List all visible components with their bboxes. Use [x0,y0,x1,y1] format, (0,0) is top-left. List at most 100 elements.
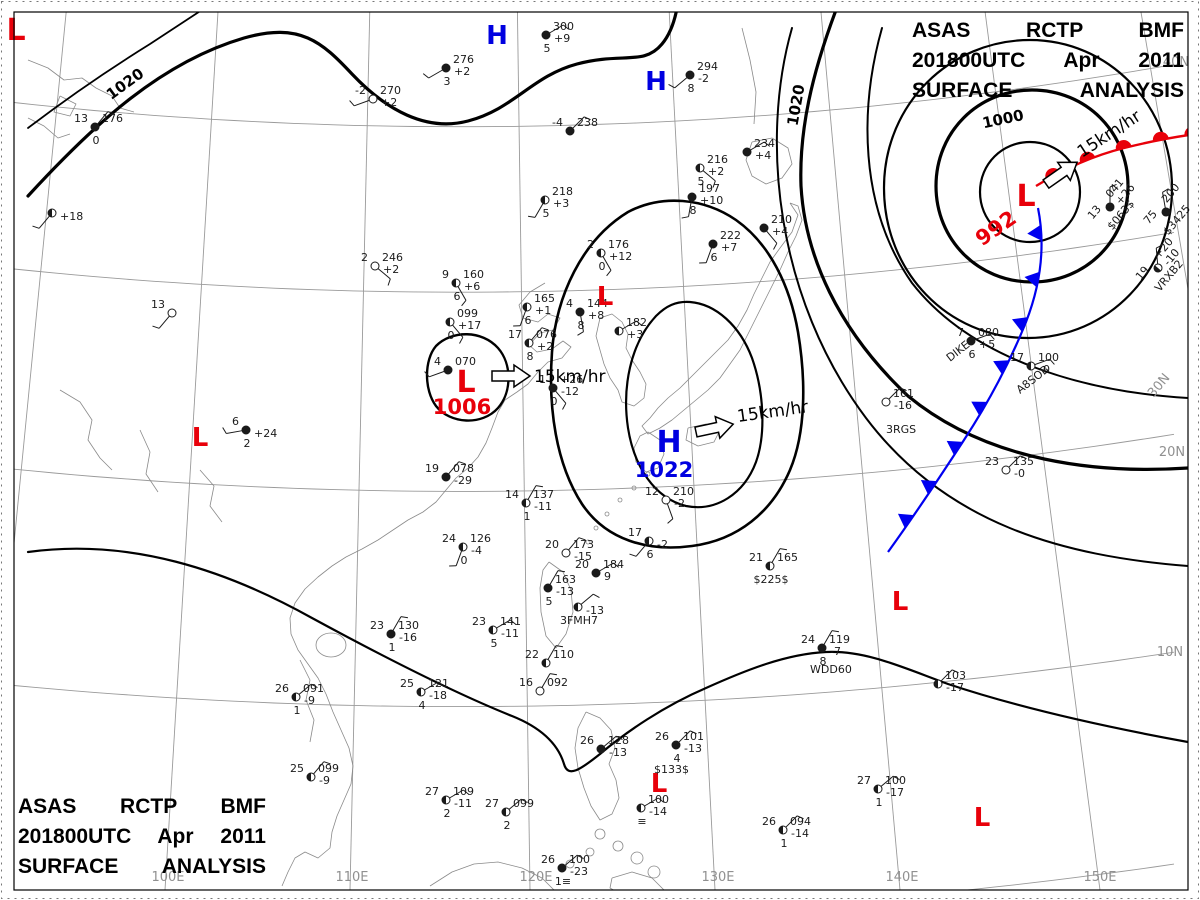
station-plot: 163-135 [543,570,576,608]
wind-barb [555,390,567,404]
wind-barb-tick [438,681,445,687]
station-value: 176 [608,238,629,251]
coastline [574,711,620,821]
station-value: +3 [627,328,643,341]
wind-barb [1034,358,1050,366]
station-value: 165 [534,292,555,305]
meridian-line [668,12,716,890]
station-plot: 222+76 [699,229,741,264]
station-value: 1 [389,641,396,654]
title-line: SURFACE ANALYSIS [18,855,266,878]
wind-barb-tick [951,669,959,674]
station-value: -23 [570,865,588,878]
station-value: 165 [777,551,798,564]
station-value: 200 [1159,181,1182,205]
station-value: 294 [697,60,718,73]
pressure-center-value: 1006 [433,395,491,419]
wind-barb-tick [613,562,620,568]
station-value: 1 [781,837,788,850]
station-circle-icon [671,740,681,750]
station-value: 126 [470,532,491,545]
station-circle-half [1154,265,1162,272]
station-value: 20 [545,538,559,551]
station-circle-icon [759,223,769,233]
island [630,851,644,865]
station-plot: 165+16 [513,292,555,327]
station-value: +8 [588,309,604,322]
station-plot: 294-28 [668,60,718,95]
station-value: -2 [657,538,668,551]
wind-barb [508,798,522,810]
wind-barb-tick [32,225,40,229]
station-circle-icon [561,548,571,558]
longitude-label: 120E [519,870,552,885]
station-value: +26 [560,373,583,386]
wind-barb [298,683,312,695]
station-value: -2 [698,72,709,85]
high-pressure-symbol: H [645,67,667,97]
wind-barb-tick [577,331,584,336]
station-plot: 234+4 [742,137,775,162]
station-value: -0 [1039,363,1050,376]
station-circle-icon [441,63,451,73]
station-value: 080 [978,326,999,339]
station-value: -15 [574,550,592,563]
station-circle-icon [541,30,551,40]
station-value: +10 [700,194,723,207]
wind-barb [158,315,170,329]
station-circle-icon [575,307,585,317]
coastline [641,202,803,435]
wind-barb-tick [311,683,318,688]
wind-barb [674,77,688,89]
station-value: +2 [708,165,724,178]
wind-barb-tick [463,789,470,795]
warm-front-pip [1079,151,1096,163]
station-circle-half [525,339,529,347]
wind-barb-tick [796,815,804,820]
wind-barb-tick [893,775,900,780]
station-value: -11 [454,797,472,810]
station-value: 2 [361,251,368,264]
station-circle-icon [386,629,396,639]
station-value: 128 [608,734,629,747]
station-circle-icon [1161,207,1171,217]
island [647,865,661,879]
island [593,525,599,531]
station-circle-half [779,826,783,834]
wind-barb-tick [681,216,689,219]
station-value: 8 [820,655,827,668]
wind-barb-tick [1162,188,1169,193]
wind-barb [688,200,692,217]
parallel-line [962,863,1175,890]
cold-front-line [887,207,1043,553]
station-plot: 7 080+56 [957,326,999,361]
front-speed-label: 15km/hr [736,397,810,427]
station-value: 4 [434,355,441,368]
station-value: 26 [655,730,669,743]
warm-front-pip [1115,140,1132,150]
station-circle-half [1027,362,1031,370]
isobar [799,12,1188,471]
station-value: 26 [762,815,776,828]
coastline [299,659,315,743]
island [585,847,595,857]
station-circle-icon [708,239,718,249]
station-circle-icon [90,122,100,132]
station-value: 27 [857,774,871,787]
station-plot: 26 101-134 [655,730,704,765]
wind-barb-tick [541,327,549,331]
station-circle-half [523,303,527,311]
wind-barb [750,141,765,151]
station-value: 14 [505,488,519,501]
station-value: +18 [60,210,83,223]
station-plot: 12 210-2 [645,485,694,524]
station-plot: 17 076+28 [508,327,557,363]
station-value: 1 [876,796,883,809]
wind-barb-tick [323,761,331,765]
station-value: +17 [458,319,481,332]
station-value: 9 [604,570,611,583]
station-value: 23 [985,455,999,468]
